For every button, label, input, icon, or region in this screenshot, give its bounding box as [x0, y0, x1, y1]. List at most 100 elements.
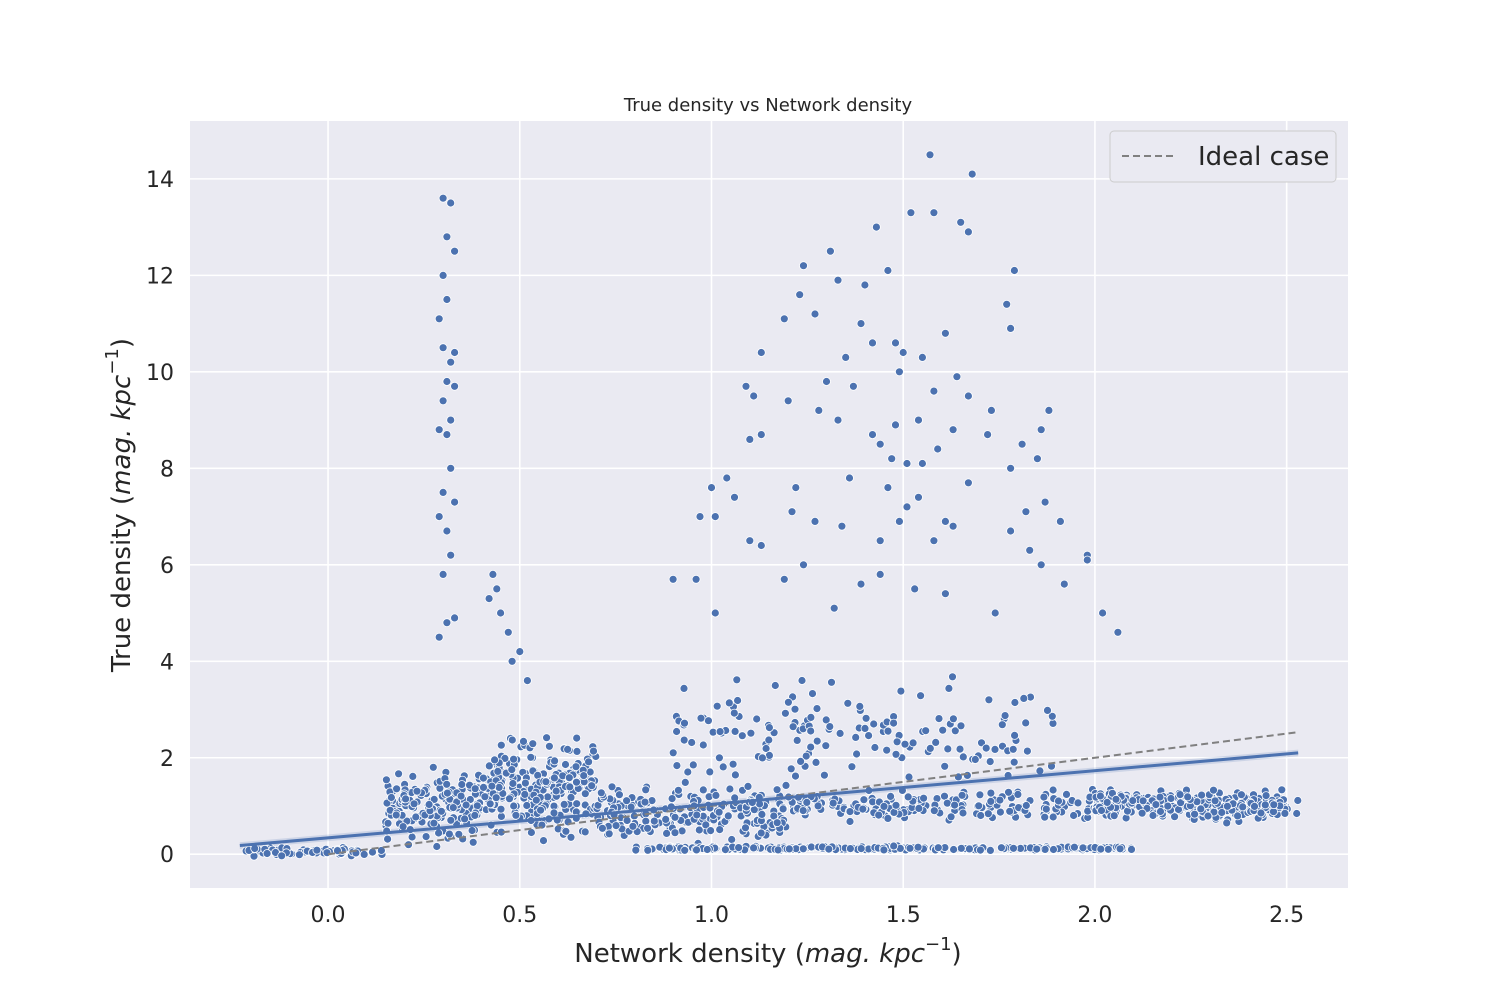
- scatter-point: [799, 261, 808, 271]
- scatter-point: [677, 826, 687, 836]
- scatter-point: [810, 309, 820, 319]
- scatter-point: [492, 584, 502, 594]
- scatter-point: [1292, 809, 1302, 818]
- scatter-point: [615, 790, 624, 800]
- scatter-point: [903, 792, 913, 802]
- scatter-point: [496, 740, 506, 750]
- scatter-point: [879, 845, 889, 855]
- scatter-point: [628, 821, 638, 831]
- scatter-point: [902, 459, 912, 468]
- x-tick-labels: 0.0 0.5 1.0 1.5 2.0 2.5: [311, 903, 1305, 928]
- legend: Ideal case: [1109, 130, 1337, 183]
- scatter-point: [1010, 266, 1019, 275]
- scatter-point: [526, 752, 536, 762]
- scatter-point: [997, 720, 1007, 730]
- scatter-point: [1017, 439, 1027, 449]
- scatter-point: [856, 579, 866, 589]
- scatter-point: [827, 677, 836, 687]
- scatter-point: [942, 798, 952, 808]
- scatter-point: [470, 784, 480, 794]
- scatter-point: [1019, 694, 1029, 703]
- scatter-point: [987, 405, 996, 415]
- scatter-point: [432, 842, 442, 851]
- scatter-point: [1000, 711, 1010, 720]
- scatter-point: [409, 799, 419, 809]
- scatter-point: [1238, 802, 1248, 812]
- scatter-point: [975, 790, 985, 800]
- scatter-point: [886, 792, 895, 801]
- scatter-point: [543, 792, 553, 802]
- scatter-point: [1054, 796, 1063, 806]
- scatter-point: [572, 777, 581, 787]
- scatter-point: [801, 751, 811, 761]
- scatter-point: [875, 570, 885, 579]
- scatter-point: [821, 715, 831, 725]
- scatter-point: [892, 737, 902, 747]
- scatter-point: [1293, 796, 1303, 805]
- scatter-point: [778, 804, 788, 814]
- scatter-point: [1097, 806, 1106, 815]
- scatter-point: [958, 808, 968, 818]
- scatter-point: [902, 502, 912, 512]
- scatter-point: [981, 743, 991, 753]
- scatter-point: [733, 696, 742, 705]
- scatter-point: [662, 829, 671, 838]
- scatter-point: [889, 718, 898, 728]
- scatter-point: [1013, 790, 1023, 799]
- scatter-point: [1040, 812, 1050, 822]
- x-axis-label-sup: −1: [925, 934, 952, 955]
- scatter-point: [757, 810, 767, 819]
- scatter-point: [756, 430, 766, 440]
- y-axis-label-sup: −1: [102, 348, 123, 375]
- scatter-point: [1197, 790, 1206, 800]
- scatter-point: [1280, 809, 1290, 818]
- scatter-point: [797, 676, 807, 685]
- scatter-point: [490, 755, 500, 765]
- scatter-point: [442, 779, 452, 789]
- scatter-point: [1190, 809, 1199, 819]
- scatter-point: [1127, 845, 1136, 854]
- scatter-point: [1010, 731, 1019, 740]
- scatter-point: [891, 800, 901, 810]
- scatter-point: [1021, 801, 1031, 810]
- x-axis-label-text: Network density (: [574, 939, 805, 969]
- scatter-point: [1166, 794, 1176, 803]
- scatter-point: [698, 785, 708, 795]
- scatter-point: [929, 208, 939, 218]
- scatter-point: [571, 762, 581, 772]
- scatter-point: [450, 497, 460, 507]
- scatter-point: [1021, 507, 1031, 517]
- scatter-point: [643, 845, 653, 855]
- scatter-point: [438, 270, 448, 280]
- scatter-point: [472, 801, 482, 811]
- scatter-point: [714, 807, 724, 817]
- scatter-point: [943, 744, 953, 754]
- legend-box: [1109, 130, 1337, 183]
- scatter-point: [670, 812, 680, 822]
- scatter-point: [523, 676, 532, 685]
- scatter-point: [906, 208, 916, 218]
- scatter-point: [900, 739, 910, 749]
- scatter-point: [895, 367, 904, 377]
- scatter-point: [765, 723, 774, 732]
- scatter-point: [559, 800, 569, 809]
- scatter-point: [565, 782, 575, 792]
- scatter-point: [424, 800, 434, 809]
- scatter-point: [641, 785, 651, 795]
- scatter-point: [781, 708, 790, 718]
- scatter-point: [566, 793, 576, 802]
- scatter-point: [941, 517, 950, 526]
- scatter-point: [758, 753, 767, 763]
- scatter-point: [1070, 842, 1079, 852]
- scatter-point: [550, 756, 559, 766]
- scatter-point: [444, 829, 454, 839]
- scatter-point: [852, 749, 861, 759]
- scatter-point: [875, 439, 885, 449]
- scatter-point: [806, 726, 816, 736]
- scatter-point: [607, 782, 617, 792]
- scatter-point: [1137, 808, 1147, 818]
- scatter-point: [491, 793, 501, 803]
- scatter-point: [1048, 812, 1058, 822]
- scatter-point: [914, 804, 924, 813]
- scatter-point: [997, 843, 1006, 853]
